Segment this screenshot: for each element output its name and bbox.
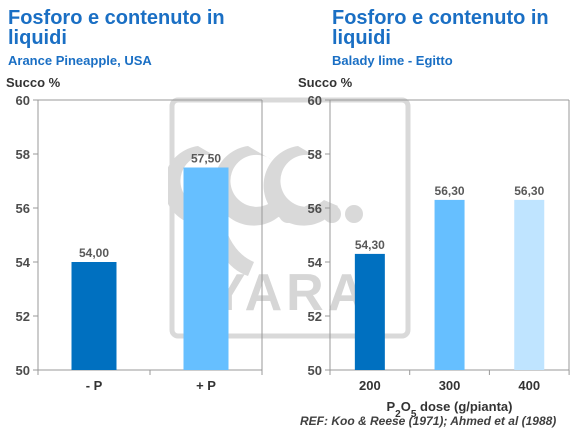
chart2-data-label-1: 54,30 bbox=[355, 238, 385, 252]
chart2-xlabel-part: O bbox=[401, 399, 411, 414]
chart2-xlabel-part: 5 bbox=[411, 409, 417, 420]
chart2-ytick-label: 50 bbox=[308, 363, 322, 378]
chart2-ytick-label: 54 bbox=[308, 255, 323, 270]
chart1-bar-2 bbox=[183, 167, 229, 370]
chart1-ytick-label: 60 bbox=[16, 93, 30, 108]
chart1-subtitle: Arance Pineapple, USA bbox=[8, 53, 152, 68]
chart1-category-label-2: + P bbox=[196, 378, 216, 393]
chart2-category-label-3: 400 bbox=[518, 378, 540, 393]
chart2-ytick-label: 58 bbox=[308, 147, 322, 162]
chart1-ytick-label: 56 bbox=[16, 201, 30, 216]
chart2-category-label-1: 200 bbox=[359, 378, 381, 393]
chart2-ylabel: Succo % bbox=[298, 75, 353, 90]
chart1-ytick-label: 54 bbox=[16, 255, 31, 270]
chart2-ytick-label: 52 bbox=[308, 309, 322, 324]
chart2-ytick-label: 60 bbox=[308, 93, 322, 108]
chart1-data-label-1: 54,00 bbox=[79, 246, 109, 260]
chart1-category-label-1: - P bbox=[86, 378, 103, 393]
chart2-subtitle: Balady lime - Egitto bbox=[332, 53, 453, 68]
chart1-ylabel: Succo % bbox=[6, 75, 61, 90]
reference-note: REF: Koo & Reese (1971); Ahmed et al (19… bbox=[300, 414, 557, 428]
chart1-title: Fosforo e contenuto in liquidi bbox=[8, 7, 225, 49]
chart1-ytick-label: 50 bbox=[16, 363, 30, 378]
chart2-bar-2 bbox=[434, 199, 465, 370]
watermark-text: YARA bbox=[211, 264, 370, 322]
chart2-category-label-2: 300 bbox=[439, 378, 461, 393]
chart2-data-label-2: 56,30 bbox=[435, 184, 465, 198]
chart2-xlabel-part: 2 bbox=[395, 409, 401, 420]
chart1-ytick-label: 52 bbox=[16, 309, 30, 324]
chart1-bar-1 bbox=[71, 262, 117, 370]
chart2-title: Fosforo e contenuto in liquidi bbox=[332, 7, 549, 49]
chart2-xlabel: P2O5 dose (g/pianta) bbox=[387, 399, 513, 420]
chart2-bar-1 bbox=[354, 253, 385, 370]
chart2-data-label-3: 56,30 bbox=[514, 184, 544, 198]
chart1-data-label-2: 57,50 bbox=[191, 152, 221, 166]
chart2-xlabel-part: dose (g/pianta) bbox=[416, 399, 512, 414]
chart2-xlabel-part: P bbox=[387, 399, 396, 414]
chart1-ytick-label: 58 bbox=[16, 147, 30, 162]
chart2-bar-3 bbox=[514, 199, 545, 370]
chart2-ytick-label: 56 bbox=[308, 201, 322, 216]
